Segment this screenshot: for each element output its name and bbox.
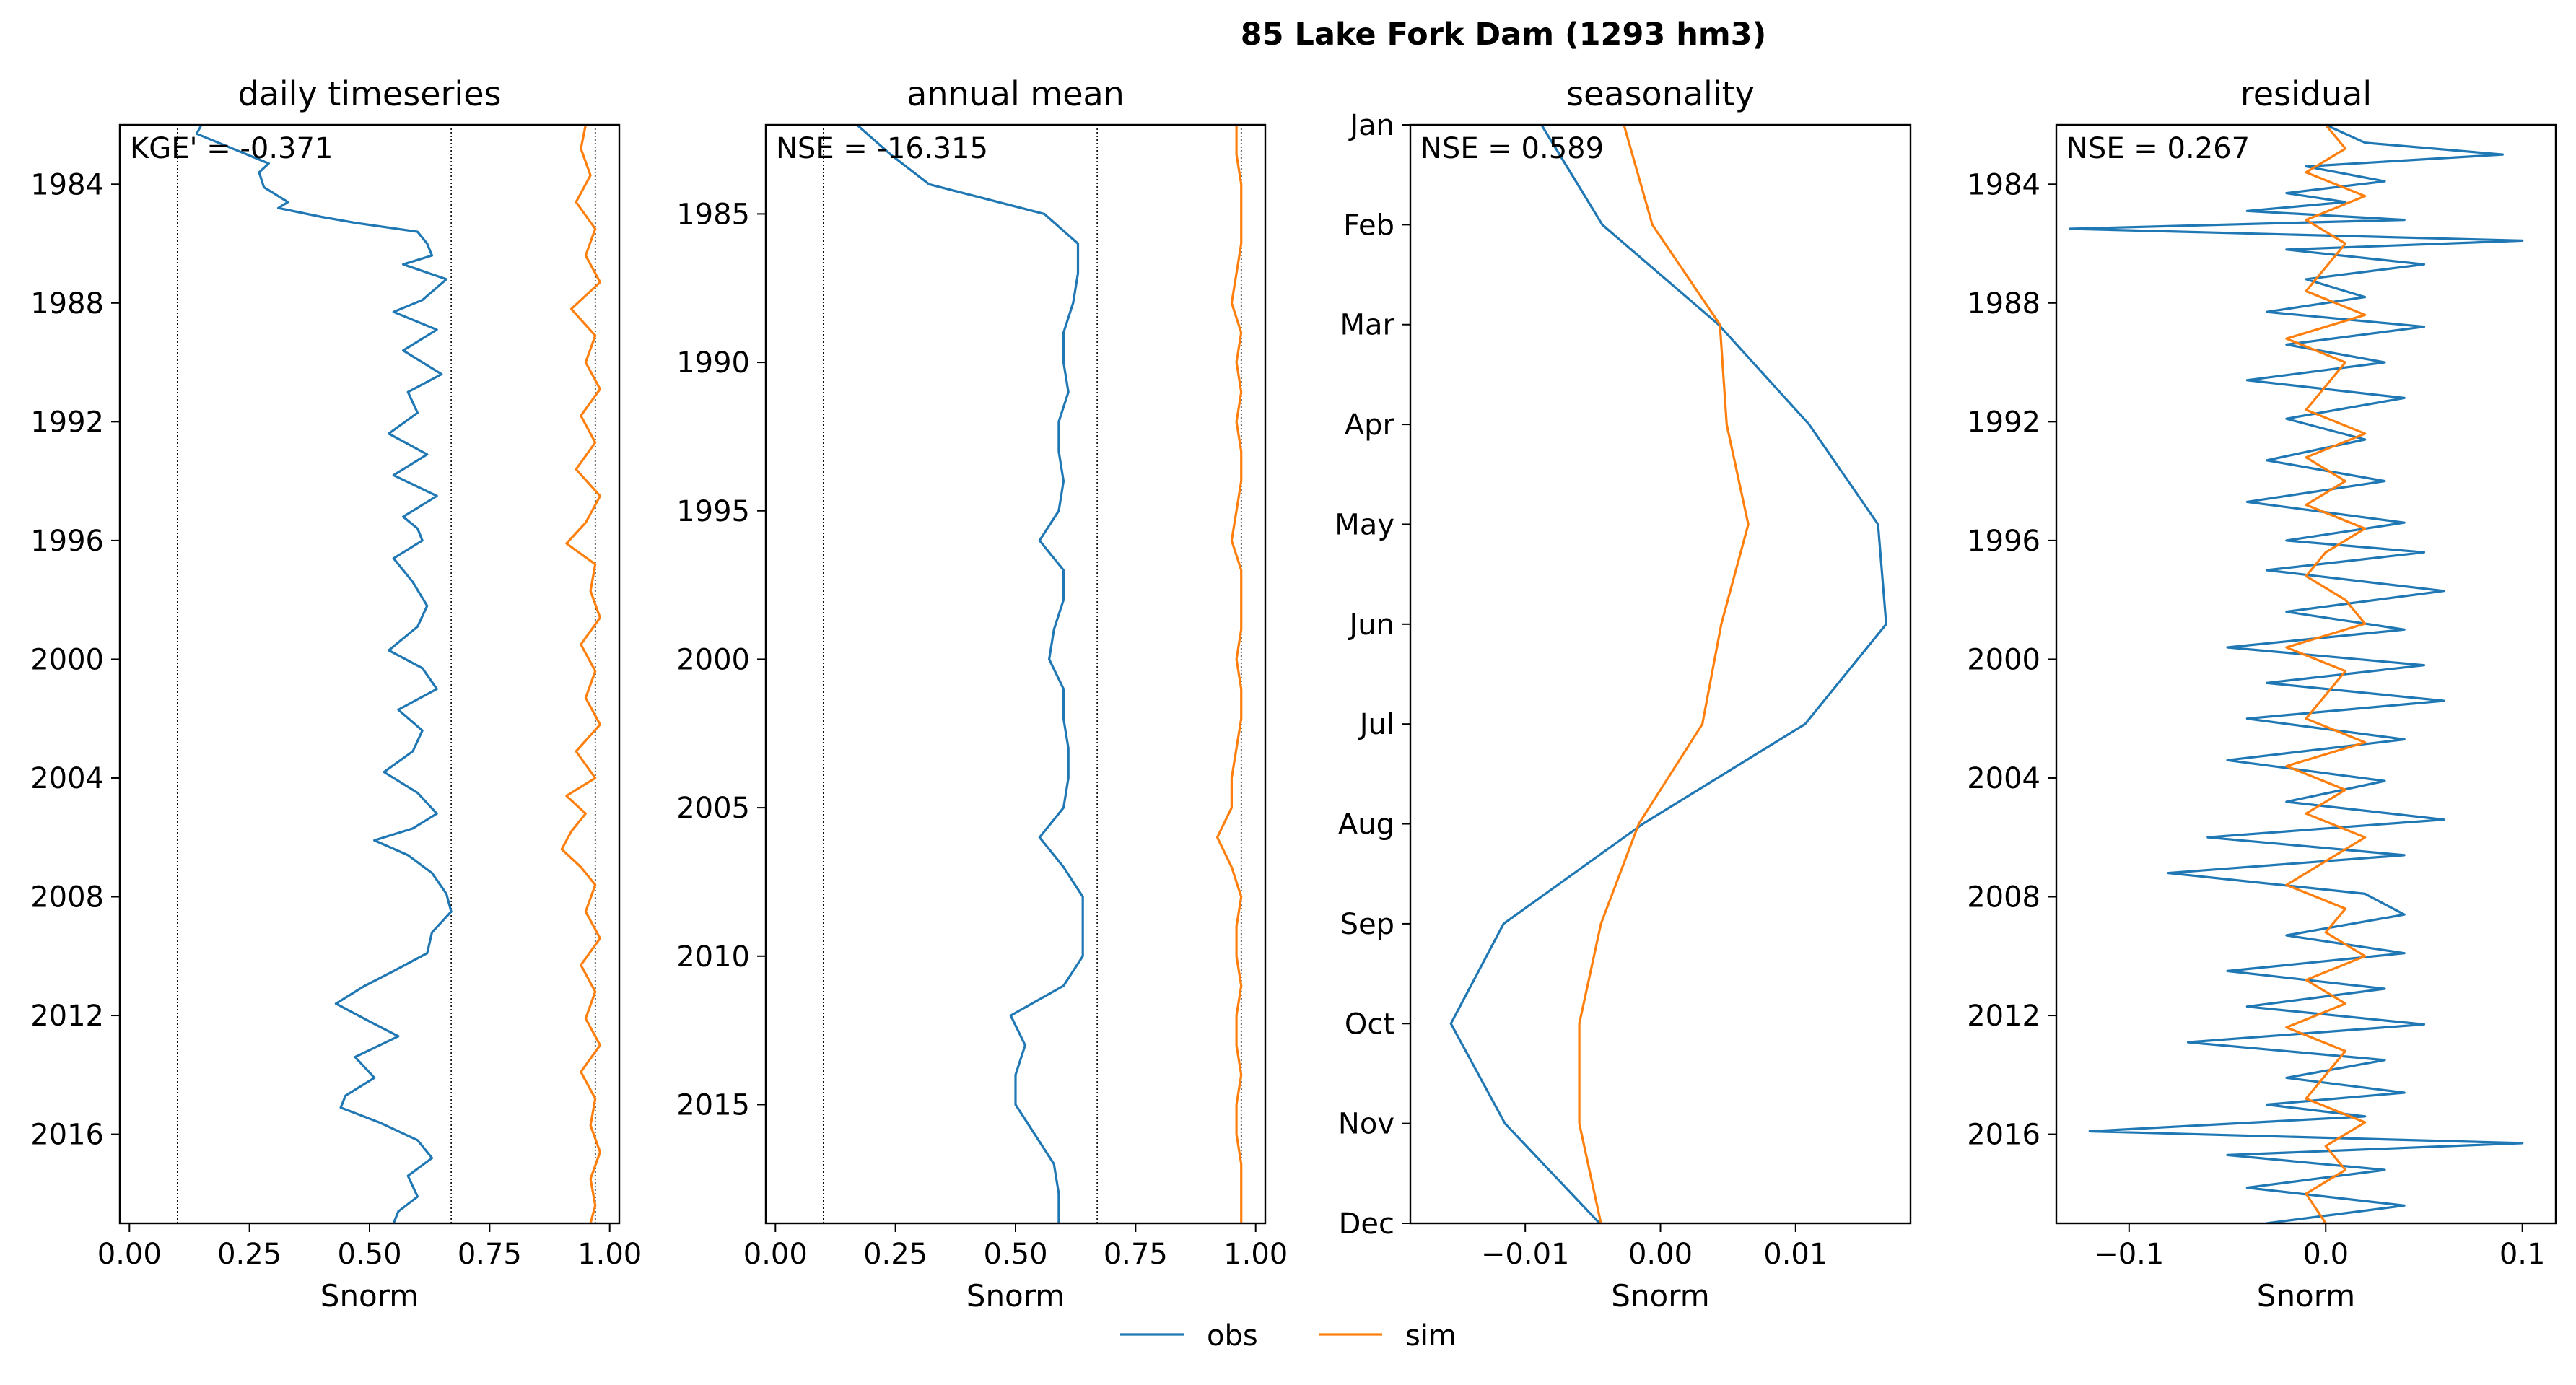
y-tick-label: 1984 <box>30 168 104 201</box>
y-tick-label: 1988 <box>1967 287 2040 320</box>
y-tick-label: 2012 <box>30 1000 104 1033</box>
panels: daily timeseries 0.00 0.25 0.50 0.75 1.00 1984… <box>30 74 2557 1314</box>
x-tick-label: 0.0 <box>2302 1238 2349 1271</box>
y-tick-label: Jan <box>1348 109 1394 142</box>
x-tick-label: 0.1 <box>2499 1238 2546 1271</box>
x-tick-label: 0.50 <box>983 1238 1047 1271</box>
y-tick-label: 1995 <box>676 495 750 528</box>
x-tick-label: 0.75 <box>458 1238 522 1271</box>
y-tick-label: 2012 <box>1967 1000 2040 1033</box>
x-axis-label: Snorm <box>2257 1278 2355 1314</box>
y-tick-label: 2000 <box>676 643 750 676</box>
series-line-obs <box>856 125 1084 1223</box>
x-tick-label: 0.25 <box>863 1238 927 1271</box>
y-tick-label: Dec <box>1339 1207 1394 1241</box>
series-line-obs <box>1449 125 1887 1223</box>
y-tick-label: 1996 <box>1967 525 2040 558</box>
y-tick-label: Feb <box>1343 209 1394 242</box>
panel-title: seasonality <box>1566 74 1755 113</box>
x-tick-label: 0.50 <box>337 1238 401 1271</box>
x-tick-label: −0.01 <box>1481 1238 1570 1271</box>
series-line-sim <box>560 125 602 1223</box>
y-tick-label: 1990 <box>676 346 750 380</box>
panel-1: annual mean 0.00 0.25 0.50 0.75 1.00 1985 1990 1… <box>676 74 1288 1314</box>
y-tick-label: 2004 <box>30 762 104 795</box>
legend-label-sim: sim <box>1405 1319 1457 1353</box>
y-tick-label: Oct <box>1345 1008 1394 1041</box>
x-axis-label: Snorm <box>966 1278 1065 1314</box>
series-line-sim <box>2285 125 2367 1223</box>
y-tick-label: Nov <box>1338 1108 1394 1141</box>
x-tick-label: 0.00 <box>743 1238 808 1271</box>
y-tick-label: Sep <box>1340 908 1394 941</box>
metric-annotation: NSE = -16.315 <box>776 132 988 165</box>
series-line-sim <box>1578 125 1750 1223</box>
figure-suptitle: 85 Lake Fork Dam (1293 hm3) <box>1241 17 1767 53</box>
y-tick-label: Jun <box>1348 608 1395 642</box>
y-tick-label: 1996 <box>30 525 104 558</box>
x-tick-label: 1.00 <box>577 1238 642 1271</box>
x-axis-label: Snorm <box>320 1278 419 1314</box>
y-tick-label: 1992 <box>1967 406 2040 439</box>
series-line-obs <box>195 125 453 1223</box>
panel-title: residual <box>2240 74 2372 113</box>
y-tick-label: 2016 <box>1967 1119 2040 1152</box>
figure-legend: obs sim <box>1120 1319 1457 1353</box>
x-tick-label: 1.00 <box>1223 1238 1288 1271</box>
y-tick-label: 1988 <box>30 287 104 320</box>
x-axis-label: Snorm <box>1611 1278 1709 1314</box>
y-tick-label: 2010 <box>676 940 750 974</box>
y-tick-label: 1992 <box>30 406 104 439</box>
y-tick-label: May <box>1335 508 1394 541</box>
y-tick-label: 2000 <box>1967 643 2040 676</box>
y-tick-label: 2015 <box>676 1088 750 1122</box>
y-tick-label: Apr <box>1345 408 1395 442</box>
y-tick-label: 2000 <box>30 643 104 676</box>
legend-label-obs: obs <box>1207 1319 1258 1353</box>
y-tick-label: 2004 <box>1967 762 2040 795</box>
panel-2: seasonality −0.01 0.00 0.01 Jan Feb Mar Apr May J… <box>1335 74 1912 1314</box>
y-tick-label: 2008 <box>30 881 104 914</box>
panel-title: annual mean <box>907 74 1125 113</box>
y-tick-label: Mar <box>1340 309 1395 342</box>
y-tick-label: Jul <box>1358 708 1394 741</box>
y-tick-label: 1984 <box>1967 168 2040 201</box>
panel-3: residual −0.1 0.0 0.1 1984 1988 1992 1996 2000 20… <box>1967 74 2557 1314</box>
y-tick-label: 1985 <box>676 198 750 231</box>
series-line-sim <box>1215 125 1243 1223</box>
x-tick-label: 0.00 <box>97 1238 162 1271</box>
x-tick-label: 0.25 <box>217 1238 281 1271</box>
y-tick-label: 2008 <box>1967 881 2040 914</box>
series-line-obs <box>2069 125 2524 1223</box>
x-tick-label: 0.00 <box>1628 1238 1693 1271</box>
metric-annotation: NSE = 0.267 <box>2066 132 2250 165</box>
y-tick-label: 2005 <box>676 792 750 825</box>
x-tick-label: 0.75 <box>1104 1238 1168 1271</box>
x-tick-label: 0.01 <box>1763 1238 1828 1271</box>
y-tick-label: Aug <box>1338 808 1394 842</box>
panel-0: daily timeseries 0.00 0.25 0.50 0.75 1.00 1984… <box>30 74 642 1314</box>
x-tick-label: −0.1 <box>2094 1238 2164 1271</box>
axes-frame <box>2055 123 2557 1225</box>
metric-annotation: KGE' = -0.371 <box>130 132 333 165</box>
panel-title: daily timeseries <box>238 74 502 113</box>
metric-annotation: NSE = 0.589 <box>1420 132 1604 165</box>
y-tick-label: 2016 <box>30 1119 104 1152</box>
